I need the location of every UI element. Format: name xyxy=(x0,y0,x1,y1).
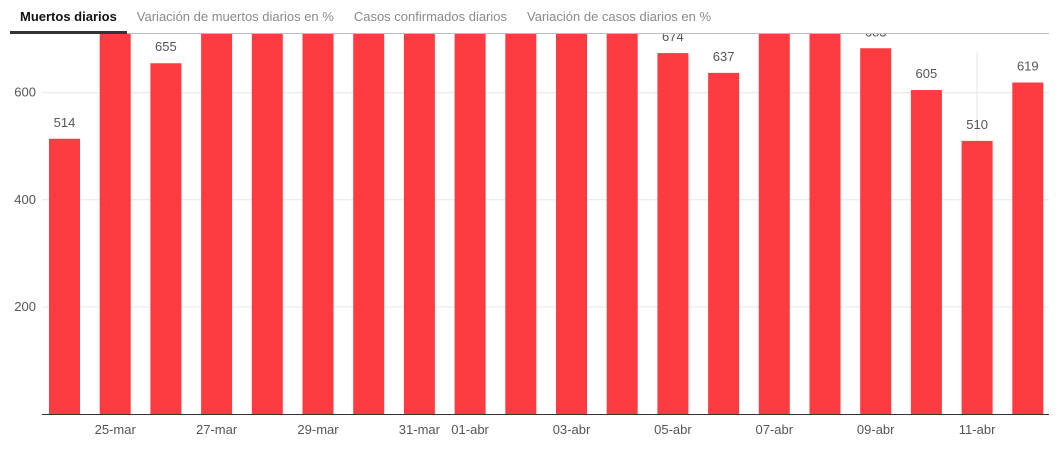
data-label: 514 xyxy=(54,115,76,130)
tab-muertos-diarios[interactable]: Muertos diarios xyxy=(10,0,127,34)
bar xyxy=(505,34,537,414)
x-tick-label: 09-abr xyxy=(857,422,895,437)
bar xyxy=(454,34,486,414)
bar xyxy=(150,63,182,414)
bar xyxy=(403,34,435,414)
data-label: 619 xyxy=(1017,59,1039,74)
x-tick-label: 29-mar xyxy=(297,422,339,437)
x-tick-label: 03-abr xyxy=(553,422,591,437)
x-tick-label: 07-abr xyxy=(756,422,794,437)
tab-variacion-muertos[interactable]: Variación de muertos diarios en % xyxy=(136,9,334,24)
bar xyxy=(758,34,790,414)
data-label: 605 xyxy=(916,66,938,81)
tab-variacion-casos[interactable]: Variación de casos diarios en % xyxy=(527,9,712,24)
x-tick-label: 25-mar xyxy=(95,422,137,437)
data-label: 510 xyxy=(966,117,988,132)
bar xyxy=(1012,82,1044,414)
y-tick-label: 200 xyxy=(14,299,36,314)
bar xyxy=(910,90,942,415)
x-tick-label: 31-mar xyxy=(399,422,441,437)
y-tick-label: 600 xyxy=(14,85,36,100)
bar xyxy=(809,34,841,415)
bar xyxy=(657,53,689,414)
data-label: 655 xyxy=(155,39,177,54)
data-label: 683 xyxy=(865,34,887,39)
bar xyxy=(961,140,993,414)
bar xyxy=(606,34,638,415)
x-tick-label: 05-abr xyxy=(654,422,692,437)
x-tick-label: 11-abr xyxy=(959,422,996,437)
y-tick-label: 400 xyxy=(14,192,36,207)
bar xyxy=(99,34,131,415)
bar xyxy=(556,34,587,414)
bar xyxy=(302,34,334,414)
bar xyxy=(353,34,385,414)
tab-casos-confirmados[interactable]: Casos confirmados diarios xyxy=(353,9,508,24)
data-label: 674 xyxy=(662,34,684,44)
chart-tabs: Muertos diarios Variación de muertos dia… xyxy=(10,0,1049,34)
bar xyxy=(251,34,283,415)
bar xyxy=(201,34,233,414)
x-tick-label: 01-abr xyxy=(451,422,489,437)
bar xyxy=(860,48,892,414)
bar xyxy=(49,138,80,414)
data-label: 637 xyxy=(713,49,735,64)
x-tick-label: 27-mar xyxy=(196,422,238,437)
bar xyxy=(708,72,740,414)
bar-chart: 2004006008005147386557698328388128498649… xyxy=(14,34,1049,437)
